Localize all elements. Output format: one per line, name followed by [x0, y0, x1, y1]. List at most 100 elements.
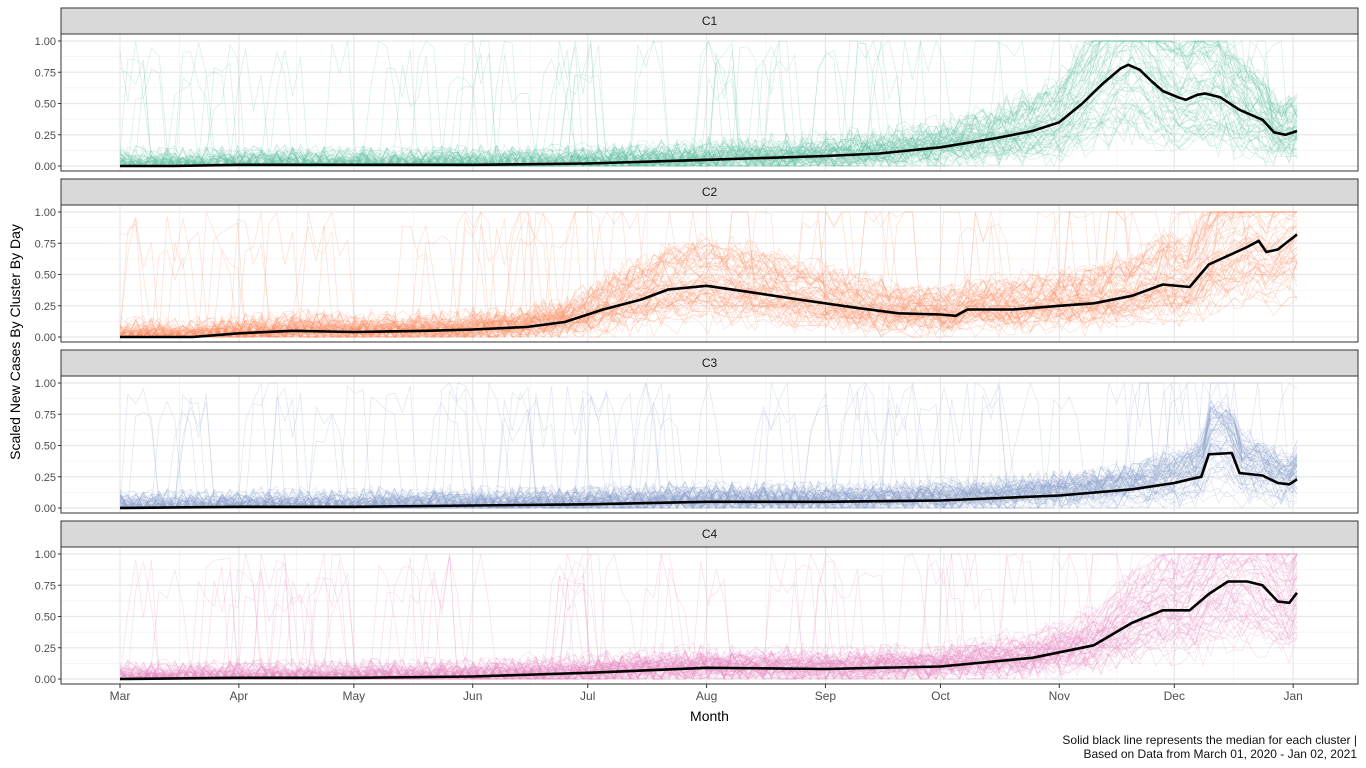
individual-series-line — [119, 40, 1298, 168]
individual-series-line — [120, 211, 1298, 338]
individual-series-line — [119, 553, 1298, 680]
y-tick-label: 0.00 — [35, 332, 56, 344]
y-tick-label: 0.75 — [35, 67, 56, 79]
individual-series-line — [119, 401, 1298, 509]
median-line — [120, 233, 1298, 339]
individual-series-line — [120, 40, 1298, 168]
individual-series-line — [119, 211, 1297, 337]
individual-series-line — [119, 53, 1298, 167]
individual-series-line — [119, 553, 1298, 680]
individual-series-line — [119, 211, 1298, 338]
x-tick-label: Aug — [696, 689, 717, 703]
individual-series-line — [120, 210, 1297, 338]
y-tick-label: 0.50 — [35, 270, 56, 282]
individual-series-line — [119, 381, 1298, 509]
individual-series-line — [119, 553, 1298, 680]
individual-series-line — [120, 385, 1298, 509]
individual-series-line — [119, 216, 1298, 338]
individual-series-line — [119, 40, 1298, 167]
y-tick-label: 0.50 — [35, 99, 56, 111]
individual-series-line — [119, 51, 1298, 167]
individual-series-line — [120, 553, 1298, 680]
panel-border — [60, 546, 1359, 685]
x-tick-label: Apr — [230, 689, 249, 703]
individual-series-line — [119, 211, 1298, 338]
individual-series-line — [119, 40, 1298, 167]
individual-series-line — [119, 382, 1298, 509]
individual-series-line — [119, 386, 1298, 509]
individual-series-line — [120, 211, 1298, 338]
individual-series-line — [119, 393, 1298, 509]
individual-series-line — [120, 553, 1297, 680]
individual-series-line — [120, 415, 1298, 509]
individual-series-line — [119, 210, 1297, 339]
individual-series-line — [119, 211, 1298, 338]
individual-series-line — [119, 211, 1298, 338]
individual-series-line — [119, 211, 1297, 338]
individual-series-line — [119, 211, 1298, 338]
individual-series-line — [119, 211, 1297, 338]
individual-series-line — [119, 40, 1298, 167]
individual-series-line — [120, 211, 1298, 338]
y-tick-label: 0.00 — [35, 674, 56, 686]
y-tick-label: 0.75 — [35, 580, 56, 592]
individual-series-line — [120, 553, 1297, 680]
individual-series-line — [119, 210, 1297, 338]
individual-series-line — [119, 553, 1298, 680]
individual-series-line — [119, 553, 1298, 680]
individual-series-line — [119, 248, 1298, 338]
individual-series-line — [120, 211, 1298, 339]
y-tick-label: 0.50 — [35, 612, 56, 624]
individual-series-line — [119, 211, 1297, 338]
facet-label: C3 — [702, 356, 718, 370]
individual-series-line — [119, 392, 1298, 509]
individual-series-line — [119, 411, 1298, 510]
panel-border — [60, 375, 1359, 514]
individual-series-line — [120, 553, 1298, 681]
individual-series-line — [119, 211, 1297, 338]
individual-series-line — [119, 210, 1297, 338]
facet-label: C1 — [702, 14, 718, 28]
individual-series-line — [119, 211, 1297, 338]
individual-series-line — [119, 211, 1297, 338]
individual-series-line — [119, 382, 1298, 509]
individual-series-line — [119, 557, 1298, 681]
individual-series-line — [119, 211, 1298, 339]
individual-series-line — [119, 52, 1298, 167]
individual-series-line — [119, 66, 1298, 167]
facet-strip — [60, 178, 1359, 206]
individual-series-line — [119, 396, 1298, 509]
chart-caption-line-1: Solid black line represents the median f… — [1062, 733, 1357, 747]
individual-series-line — [119, 553, 1297, 680]
individual-series-line — [119, 391, 1298, 509]
individual-series-line — [119, 553, 1298, 680]
facet-strip — [60, 520, 1359, 548]
facet-label: C2 — [702, 185, 718, 199]
individual-series-line — [119, 211, 1297, 338]
individual-series-line — [119, 217, 1298, 338]
individual-series-line — [119, 40, 1298, 167]
individual-series-line — [119, 40, 1298, 167]
individual-series-line — [119, 553, 1298, 680]
individual-series-line — [120, 553, 1297, 680]
individual-series-line — [119, 553, 1297, 681]
x-tick-label: Dec — [1164, 689, 1185, 703]
individual-series-line — [119, 211, 1298, 338]
individual-series-line — [120, 211, 1297, 338]
individual-series-line — [119, 564, 1298, 680]
individual-series-line — [120, 404, 1298, 509]
facet-strip — [60, 349, 1359, 377]
individual-series-line — [119, 40, 1298, 167]
x-tick-label: May — [343, 689, 366, 703]
individual-series-line — [119, 40, 1298, 168]
y-tick-label: 0.00 — [35, 503, 56, 515]
individual-series-line — [120, 211, 1297, 338]
individual-series-line — [120, 211, 1297, 338]
individual-series-line — [119, 223, 1298, 338]
individual-series-line — [119, 565, 1298, 681]
individual-series-line — [119, 211, 1297, 338]
x-tick-label: Sep — [815, 689, 837, 703]
individual-series-line — [120, 218, 1298, 338]
y-axis-title: Scaled New Cases By Cluster By Day — [7, 224, 23, 460]
